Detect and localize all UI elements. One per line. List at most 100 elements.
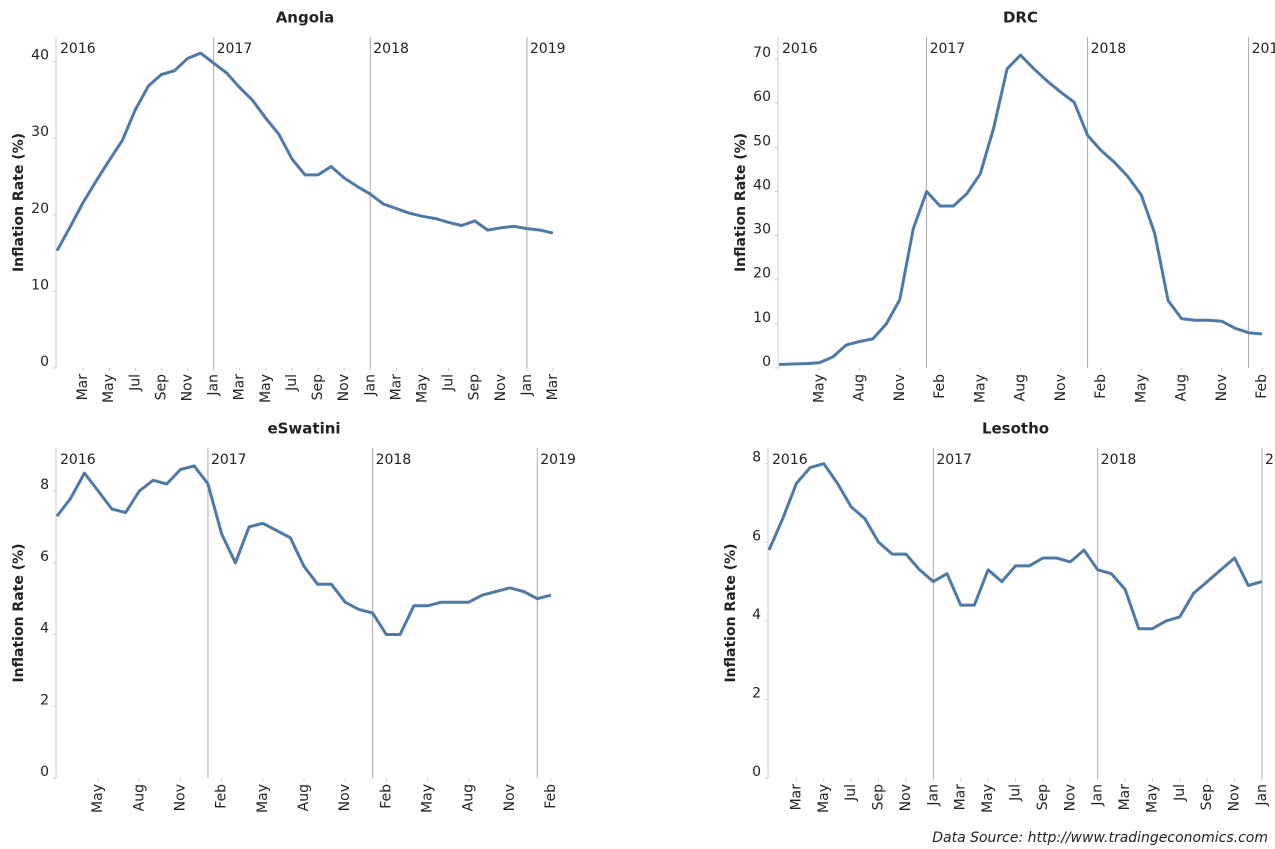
x-tick-label: Mar	[1117, 784, 1133, 811]
y-axis-label: Inflation Rate (%)	[733, 133, 749, 272]
x-tick-label: Nov	[1227, 784, 1243, 811]
x-tick-label: Sep	[1035, 784, 1051, 811]
x-tick-label: Jan	[925, 784, 941, 807]
y-tick-label: 2	[752, 685, 761, 701]
y-tick-label: 6	[40, 549, 49, 565]
y-tick-label: 0	[762, 354, 771, 370]
series-line	[55, 51, 554, 252]
x-tick-label: Nov	[502, 784, 518, 811]
panel-title: DRC	[1003, 9, 1038, 27]
y-tick-label: 20	[753, 266, 771, 282]
x-tick-label: Aug	[1174, 374, 1190, 401]
x-tick-label: May	[1133, 374, 1149, 403]
series-line	[55, 464, 552, 636]
year-label: 2017	[930, 41, 966, 57]
x-tick-label: Jul	[1008, 784, 1024, 802]
x-tick-label: Feb	[932, 374, 948, 399]
panel-title: Angola	[276, 9, 335, 27]
x-tick-label: Jan	[362, 374, 378, 397]
x-tick-label: May	[255, 784, 271, 813]
x-tick-label: Mar	[788, 784, 804, 811]
x-tick-label: Nov	[1062, 784, 1078, 811]
x-tick-label: Aug	[461, 784, 477, 811]
x-tick-label: Nov	[892, 374, 908, 401]
x-tick-label: May	[101, 374, 117, 403]
x-tick-label: Mar	[75, 374, 91, 401]
panel-title: eSwatini	[267, 420, 340, 438]
x-tick-label: Feb	[1254, 374, 1270, 399]
x-tick-label: Mar	[545, 374, 561, 401]
y-tick-label: 40	[753, 177, 771, 193]
x-tick-label: Sep	[153, 374, 169, 401]
x-tick-label: Jan	[1254, 784, 1270, 807]
x-tick-label: Mar	[232, 374, 248, 401]
x-tick-label: May	[420, 784, 436, 813]
x-tick-label: May	[980, 784, 996, 813]
x-tick-label: May	[1144, 784, 1160, 813]
y-tick-label: 4	[752, 607, 761, 623]
x-tick-label: May	[414, 374, 430, 403]
y-tick-label: 30	[753, 222, 771, 238]
year-label: 2017	[936, 452, 972, 468]
y-axis-label: Inflation Rate (%)	[11, 133, 27, 272]
x-tick-label: May	[972, 374, 988, 403]
y-tick-label: 0	[40, 354, 49, 370]
x-tick-label: Mar	[388, 374, 404, 401]
year-label: 2017	[211, 452, 247, 468]
x-tick-label: Aug	[852, 374, 868, 401]
year-label: 2019	[540, 452, 576, 468]
x-tick-label: Aug	[296, 784, 312, 811]
year-label: 2016	[60, 452, 96, 468]
x-tick-label: Jul	[1172, 784, 1188, 802]
y-tick-label: 8	[752, 450, 761, 466]
x-tick-label: Feb	[1093, 374, 1109, 399]
data-source: Data Source: http://www.tradingeconomics…	[932, 830, 1268, 846]
series-line	[767, 462, 1263, 631]
x-tick-label: Nov	[173, 784, 189, 811]
y-tick-label: 30	[31, 124, 49, 140]
year-label: 2018	[376, 452, 412, 468]
panel-title: Lesotho	[982, 420, 1049, 438]
x-tick-label: May	[816, 784, 832, 813]
x-tick-label: Sep	[310, 374, 326, 401]
x-tick-label: Feb	[543, 784, 559, 809]
x-tick-label: Mar	[953, 784, 969, 811]
x-tick-label: Nov	[898, 784, 914, 811]
x-tick-label: May	[811, 374, 827, 403]
x-tick-label: Sep	[871, 784, 887, 811]
y-tick-label: 70	[753, 45, 771, 61]
year-label: 2019	[1265, 452, 1275, 468]
year-label: 2019	[1252, 41, 1275, 57]
x-tick-label: Feb	[378, 784, 394, 809]
x-tick-label: Nov	[1053, 374, 1069, 401]
y-tick-label: 60	[753, 89, 771, 105]
x-tick-label: May	[90, 784, 106, 813]
y-tick-label: 50	[753, 133, 771, 149]
year-label: 2018	[1091, 41, 1127, 57]
year-label: 2018	[373, 41, 409, 57]
y-axis-label: Inflation Rate (%)	[723, 543, 739, 682]
y-tick-label: 6	[752, 528, 761, 544]
x-tick-label: Nov	[493, 374, 509, 401]
x-tick-label: Sep	[467, 374, 483, 401]
x-tick-label: Jan	[206, 374, 222, 397]
x-tick-label: Jul	[843, 784, 859, 802]
x-tick-label: Sep	[1199, 784, 1215, 811]
x-tick-label: May	[258, 374, 274, 403]
year-label: 2016	[782, 41, 818, 57]
y-tick-label: 10	[753, 310, 771, 326]
x-tick-label: Jan	[519, 374, 535, 397]
y-tick-label: 2	[40, 692, 49, 708]
y-tick-label: 0	[752, 764, 761, 780]
x-tick-label: Jul	[127, 374, 143, 392]
y-tick-label: 40	[31, 48, 49, 64]
x-tick-label: Jul	[441, 374, 457, 392]
y-tick-label: 0	[40, 764, 49, 780]
y-tick-label: 4	[40, 621, 49, 637]
x-tick-label: Jan	[1090, 784, 1106, 807]
series-line	[778, 53, 1263, 366]
y-tick-label: 8	[40, 477, 49, 493]
x-tick-label: Feb	[214, 784, 230, 809]
y-axis-label: Inflation Rate (%)	[11, 543, 27, 682]
